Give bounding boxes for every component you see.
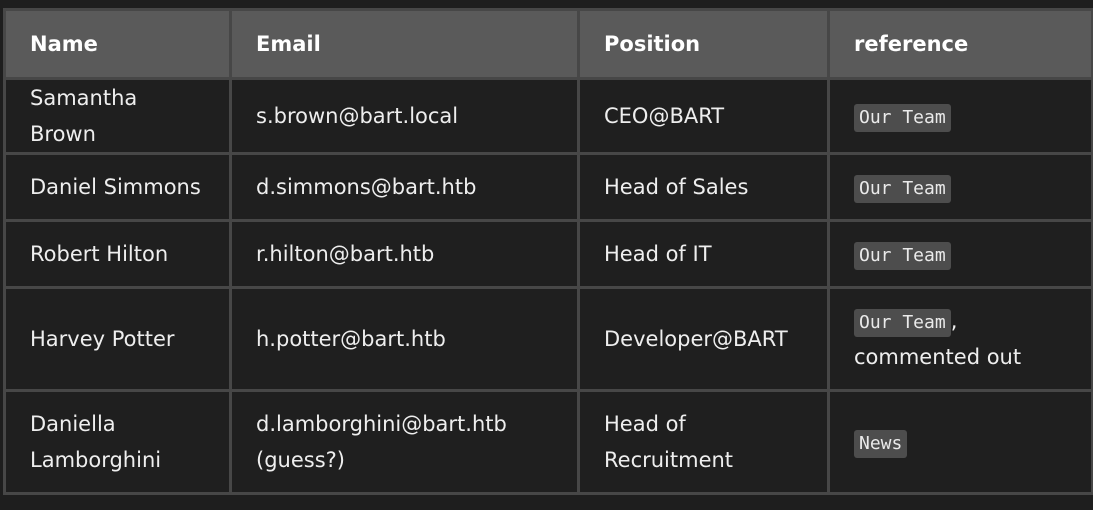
cell-name: Harvey Potter [3,286,232,392]
table-row: Robert Hilton r.hilton@bart.htb Head of … [3,219,1093,289]
table-row: Samantha Brown s.brown@bart.local CEO@BA… [3,77,1093,155]
cell-position: Head of Recruitment [577,389,830,495]
cell-reference: Our Team [827,77,1093,155]
cell-name: Daniel Simmons [3,152,232,222]
cell-email: h.potter@bart.htb [229,286,580,392]
table-header-row: Name Email Position reference [3,8,1093,80]
contacts-table: Name Email Position reference Samantha B… [3,8,1093,495]
table-row: Harvey Potter h.potter@bart.htb Develope… [3,286,1093,392]
table-row: Daniella Lamborghini d.lamborghini@bart.… [3,389,1093,495]
cell-name: Robert Hilton [3,219,232,289]
reference-code: Our Team [854,242,951,270]
column-header-position: Position [577,8,830,80]
reference-code: Our Team [854,104,951,132]
table-container: Name Email Position reference Samantha B… [3,8,1093,495]
cell-reference: Our Team [827,152,1093,222]
cell-email: r.hilton@bart.htb [229,219,580,289]
cell-email: d.simmons@bart.htb [229,152,580,222]
reference-note: , commented out [854,309,1022,369]
reference-code: News [854,430,908,458]
table-row: Daniel Simmons d.simmons@bart.htb Head o… [3,152,1093,222]
column-header-reference: reference [827,8,1093,80]
cell-reference: News [827,389,1093,495]
reference-code: Our Team [854,175,951,203]
cell-position: Head of Sales [577,152,830,222]
cell-reference: Our Team [827,219,1093,289]
cell-email: d.lamborghini@bart.htb (guess?) [229,389,580,495]
cell-email: s.brown@bart.local [229,77,580,155]
cell-reference: Our Team, commented out [827,286,1093,392]
cell-position: CEO@BART [577,77,830,155]
reference-code: Our Team [854,309,951,337]
column-header-name: Name [3,8,232,80]
column-header-email: Email [229,8,580,80]
cell-name: Samantha Brown [3,77,232,155]
cell-position: Developer@BART [577,286,830,392]
cell-position: Head of IT [577,219,830,289]
cell-name: Daniella Lamborghini [3,389,232,495]
